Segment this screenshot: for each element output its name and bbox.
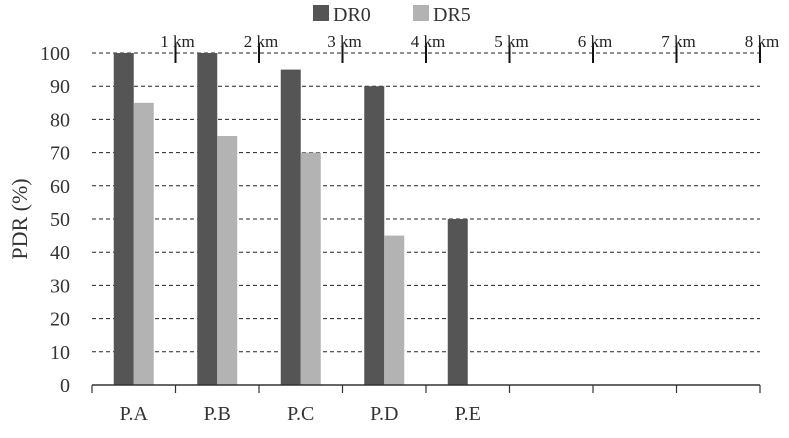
distance-label-4: 4 km	[411, 32, 445, 51]
y-tick-label-10: 100	[40, 43, 70, 65]
category-label-3: P.D	[370, 403, 398, 425]
category-label-2: P.C	[287, 403, 314, 425]
bar-dr5-1	[217, 136, 238, 385]
y-tick-label-5: 50	[50, 209, 70, 231]
bar-dr0-4	[447, 219, 468, 385]
bar-dr0-2	[280, 69, 301, 385]
bar-dr5-3	[384, 235, 405, 385]
category-label-0: P.A	[120, 403, 149, 425]
category-label-1: P.B	[204, 403, 231, 425]
legend-swatch-dr0	[313, 5, 329, 21]
y-tick-label-9: 90	[50, 76, 70, 98]
distance-label-2: 2 km	[244, 32, 278, 51]
y-tick-label-1: 10	[50, 342, 70, 364]
y-tick-label-2: 20	[50, 309, 70, 331]
bar-dr5-0	[133, 102, 154, 386]
distance-label-3: 3 km	[327, 32, 361, 51]
y-tick-label-4: 40	[50, 242, 70, 264]
bar-dr0-0	[113, 53, 134, 385]
legend-swatch-dr5	[413, 5, 429, 21]
distance-label-7: 7 km	[661, 32, 695, 51]
bar-dr0-3	[364, 86, 385, 385]
distance-label-8: 8 km	[745, 32, 779, 51]
legend-label-dr5: DR5	[433, 4, 471, 26]
distance-label-5: 5 km	[494, 32, 528, 51]
y-tick-label-8: 80	[50, 109, 70, 131]
bar-dr5-2	[300, 152, 321, 385]
y-axis-label: PDR (%)	[7, 178, 32, 259]
y-tick-label-7: 70	[50, 143, 70, 165]
y-tick-label-6: 60	[50, 176, 70, 198]
distance-label-6: 6 km	[578, 32, 612, 51]
y-tick-label-3: 30	[50, 275, 70, 297]
bar-dr0-1	[197, 53, 218, 385]
distance-label-1: 1 km	[160, 32, 194, 51]
y-tick-label-0: 0	[60, 375, 70, 397]
legend-label-dr0: DR0	[333, 4, 371, 26]
category-label-4: P.E	[455, 403, 481, 425]
